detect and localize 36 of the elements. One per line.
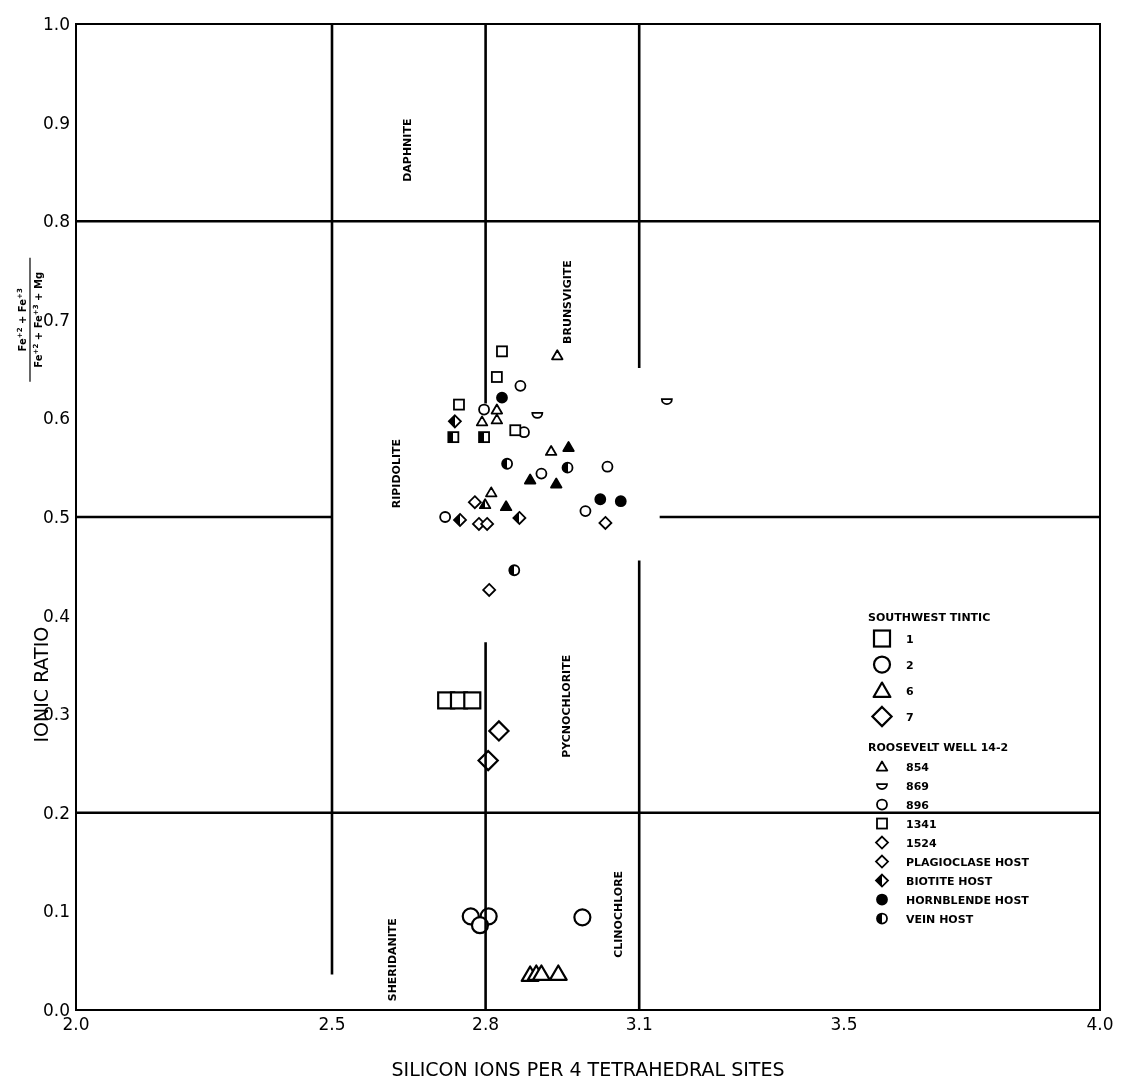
annotation: DAPHNITE [401,118,415,182]
legend-label: 1 [906,632,914,646]
y-tick-label: 1.0 [42,14,70,34]
legend-label: 7 [906,710,914,724]
y-tick-label: 0.2 [42,802,70,823]
legend-label: 854 [906,760,930,774]
y-tick-label: 0.6 [42,408,70,429]
y-tick-label: 0.9 [42,112,70,133]
legend-label: BIOTITE HOST [906,874,993,888]
legend-label: 869 [906,779,929,793]
y-tick-label: 0.1 [42,901,70,922]
annotation: BRUNSVIGITE [560,260,574,344]
annotation: RIPIDOLITE [390,438,404,509]
x-tick-label: 3.1 [625,1014,653,1034]
x-tick-label: 4.0 [1086,1014,1114,1034]
legend-label: 1524 [906,836,937,850]
y-tick-label: 0.5 [42,507,70,527]
annotation: ROOSEVELT WELL 14-2 [868,740,1009,754]
legend-label: 1341 [906,817,937,831]
legend-label: 896 [906,798,930,812]
legend-title: SOUTHWEST TINTIC [868,610,991,624]
legend-label: VEIN HOST [906,912,974,926]
legend-label: HORNBLENDE HOST [906,893,1030,907]
legend-label: 6 [906,684,914,698]
x-tick-label: 2.5 [318,1014,346,1034]
annotation: SHERIDANITE [385,918,399,1002]
y-tick-label: 0.7 [42,309,70,330]
y-tick-label: 0.4 [42,605,70,626]
y-tick-label: 0.8 [42,211,70,232]
legend-label: PLAGIOCLASE HOST [906,855,1030,869]
x-tick-label: 2.8 [472,1014,500,1034]
x-tick-label: 3.5 [830,1014,858,1034]
legend-label: 2 [906,658,914,672]
annotation: PYCNOCHLORITE [559,654,573,758]
annotation: CLINOCHLORE [612,870,626,958]
x-axis-title: SILICON IONS PER 4 TETRAHEDRAL SITES [391,1058,785,1080]
